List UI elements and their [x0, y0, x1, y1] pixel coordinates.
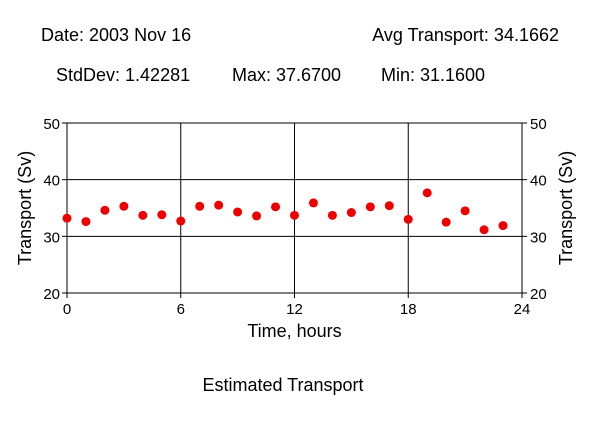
data-point — [252, 211, 262, 221]
min-label: Min: 31.1600 — [381, 65, 486, 85]
data-point — [479, 225, 489, 235]
data-point — [441, 217, 451, 227]
y-tick-label-left: 40 — [43, 173, 60, 190]
y-tick-label-right: 30 — [530, 229, 547, 246]
data-point — [214, 200, 224, 210]
data-point — [290, 210, 299, 220]
data-point — [498, 221, 508, 231]
y-tick-label-right: 50 — [530, 116, 547, 133]
y-tick-label-left: 50 — [43, 116, 60, 133]
data-point — [422, 188, 432, 198]
stddev-label: StdDev: 1.42281 — [56, 65, 191, 85]
tick-labels: 20 20 30 30 40 40 50 50 0 6 12 18 24 — [43, 116, 546, 318]
grid-lines — [67, 123, 522, 293]
data-point — [365, 202, 375, 212]
x-tick-label: 6 — [177, 301, 185, 318]
axes — [62, 122, 527, 298]
data-point — [233, 207, 243, 217]
chart-caption: Estimated Transport — [202, 375, 364, 395]
data-point — [195, 201, 205, 211]
y-tick-label-left: 20 — [43, 286, 60, 303]
x-tick-label: 12 — [286, 301, 303, 318]
y-axis-label-left: Transport (Sv) — [15, 151, 35, 265]
data-point — [176, 216, 186, 226]
y-axis-label-right: Transport (Sv) — [556, 151, 576, 265]
y-tick-label-right: 20 — [530, 286, 547, 303]
data-point — [138, 210, 148, 220]
x-tick-label: 0 — [63, 301, 71, 318]
x-tick-label: 24 — [514, 301, 531, 318]
data-point — [384, 201, 394, 211]
data-point — [346, 208, 356, 218]
data-point — [81, 217, 91, 227]
date-label: Date: 2003 Nov 16 — [41, 25, 192, 45]
avg-transport-label: Avg Transport: 34.1662 — [372, 25, 559, 45]
y-tick-label-right: 40 — [530, 173, 547, 190]
data-point — [62, 213, 72, 223]
x-tick-label: 18 — [400, 301, 417, 318]
data-point — [157, 210, 167, 220]
data-point — [119, 201, 129, 211]
max-label: Max: 37.6700 — [232, 65, 342, 85]
data-point — [403, 214, 413, 224]
data-point — [308, 198, 318, 208]
data-point — [460, 206, 470, 216]
data-point — [271, 202, 281, 212]
data-point — [100, 205, 110, 215]
x-axis-label: Time, hours — [247, 321, 341, 341]
data-point — [327, 210, 337, 220]
y-tick-label-left: 30 — [43, 229, 60, 246]
data-points — [62, 188, 508, 235]
